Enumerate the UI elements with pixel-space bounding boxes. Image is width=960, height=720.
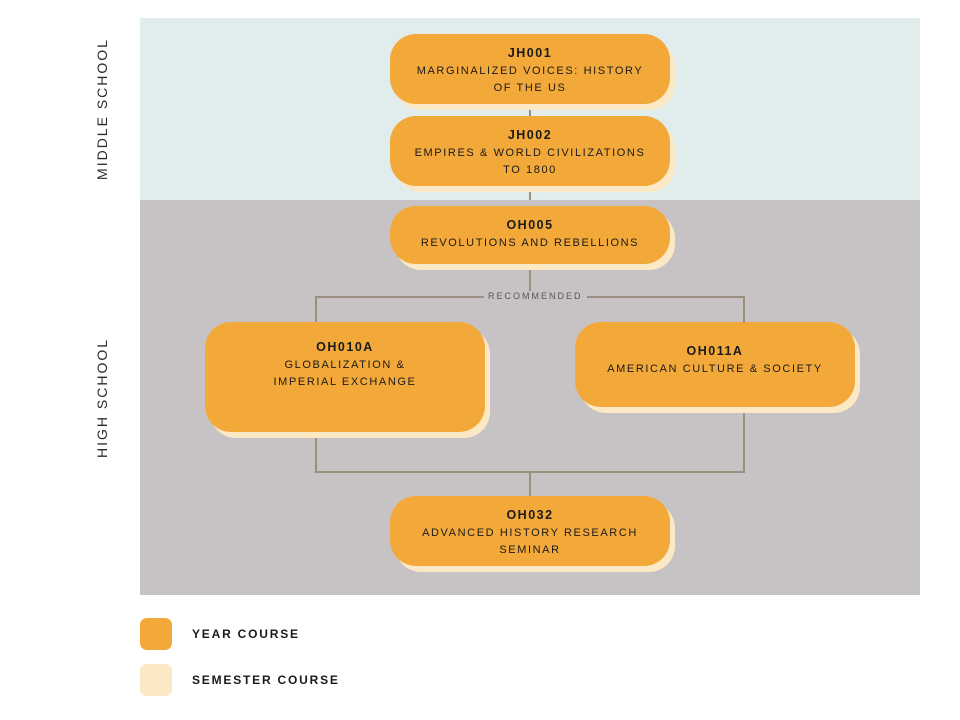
course-code: OH010A <box>243 340 447 354</box>
course-title: REVOLUTIONS AND REBELLIONS <box>408 235 652 252</box>
recommended-label: RECOMMENDED <box>484 291 587 301</box>
course-oh011a: OH011A AMERICAN CULTURE & SOCIETY <box>575 322 855 407</box>
course-code: OH032 <box>408 508 652 522</box>
legend-swatch-semester <box>140 664 172 696</box>
course-title: EMPIRES & WORLD CIVILIZATIONS TO 1800 <box>408 145 652 179</box>
legend-semester: SEMESTER COURSE <box>140 664 340 696</box>
flowchart-container: MIDDLE SCHOOL JH001 MARGINALIZED VOICES:… <box>140 18 920 595</box>
legend: YEAR COURSE SEMESTER COURSE <box>140 618 340 710</box>
legend-swatch-year <box>140 618 172 650</box>
course-title: GLOBALIZATION & IMPERIAL EXCHANGE <box>265 357 425 391</box>
course-code: JH002 <box>408 128 652 142</box>
section-high-school: HIGH SCHOOL RECOMMENDED OH005 REVOLUTION… <box>140 200 920 595</box>
section-label-high: HIGH SCHOOL <box>94 337 110 457</box>
course-code: JH001 <box>408 46 652 60</box>
section-middle-school: MIDDLE SCHOOL JH001 MARGINALIZED VOICES:… <box>140 18 920 200</box>
course-code: OH011A <box>593 344 837 358</box>
course-title: ADVANCED HISTORY RESEARCH SEMINAR <box>408 525 652 559</box>
legend-label-year: YEAR COURSE <box>192 627 300 641</box>
course-jh001: JH001 MARGINALIZED VOICES: HISTORY OF TH… <box>390 34 670 104</box>
course-code: OH005 <box>408 218 652 232</box>
course-jh002: JH002 EMPIRES & WORLD CIVILIZATIONS TO 1… <box>390 116 670 186</box>
course-oh010a: OH010A GLOBALIZATION & IMPERIAL EXCHANGE <box>205 322 485 432</box>
connector <box>529 471 531 499</box>
course-oh005: OH005 REVOLUTIONS AND REBELLIONS <box>390 206 670 264</box>
course-title: MARGINALIZED VOICES: HISTORY OF THE US <box>408 63 652 97</box>
legend-year: YEAR COURSE <box>140 618 340 650</box>
legend-label-semester: SEMESTER COURSE <box>192 673 340 687</box>
course-oh032: OH032 ADVANCED HISTORY RESEARCH SEMINAR <box>390 496 670 566</box>
course-title: AMERICAN CULTURE & SOCIETY <box>593 361 837 378</box>
section-label-middle: MIDDLE SCHOOL <box>94 38 110 180</box>
